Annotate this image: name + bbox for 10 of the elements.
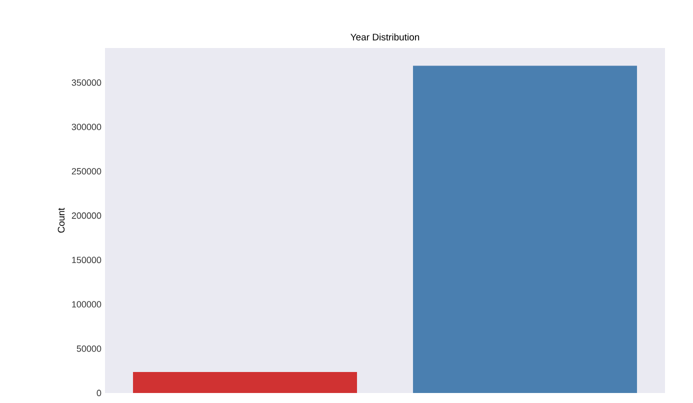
y-tick-label: 100000 bbox=[72, 301, 102, 308]
y-tick-label: 250000 bbox=[72, 168, 102, 174]
chart-title: Year Distribution bbox=[350, 33, 420, 40]
y-tick-label: 0 bbox=[96, 390, 102, 396]
y-tick-label: 200000 bbox=[72, 212, 102, 219]
y-tick-label: 350000 bbox=[72, 79, 102, 86]
y-tick-label: 50000 bbox=[76, 345, 102, 352]
y-axis-title: Count bbox=[58, 208, 65, 233]
y-tick-label: 300000 bbox=[72, 124, 102, 130]
y-tick-label: 150000 bbox=[72, 256, 102, 264]
